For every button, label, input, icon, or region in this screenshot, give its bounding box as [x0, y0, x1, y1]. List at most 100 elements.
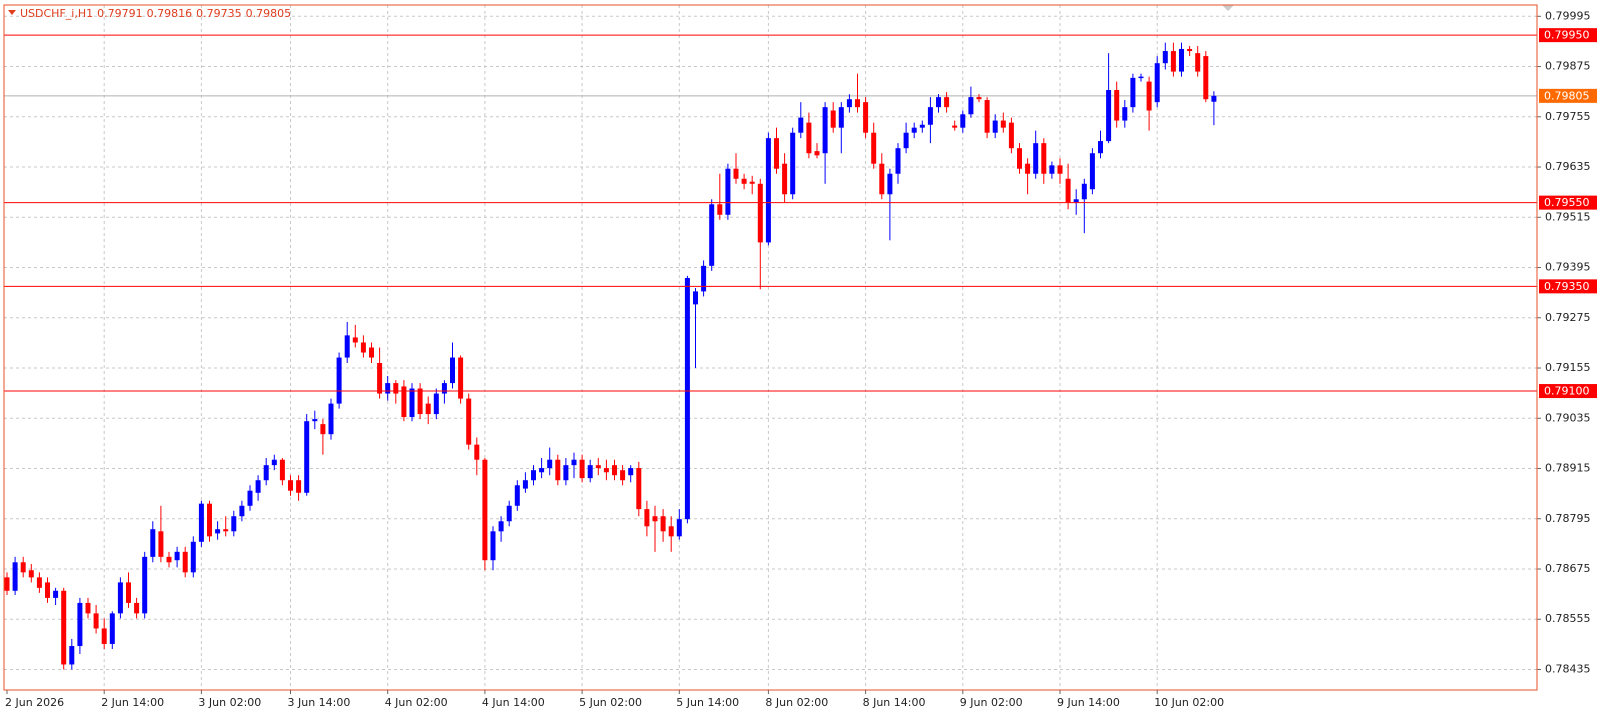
candle-body — [636, 468, 642, 510]
candle-body — [393, 383, 399, 394]
y-tick-label: 0.79515 — [1545, 210, 1591, 223]
candle-body — [944, 97, 950, 108]
candle-body — [28, 570, 34, 578]
x-tick-label: 4 Jun 14:00 — [482, 696, 545, 709]
candle-body — [765, 138, 771, 243]
candle-body — [1017, 148, 1022, 169]
candle-body — [903, 132, 909, 149]
candle-body — [628, 468, 634, 476]
y-tick-label: 0.78435 — [1545, 662, 1591, 675]
candle-body — [603, 468, 609, 473]
candle-body — [320, 424, 326, 435]
candle-body — [223, 529, 229, 532]
candle-body — [1211, 95, 1217, 102]
candle-body — [142, 556, 148, 614]
candle-body — [1122, 107, 1128, 121]
x-tick-label: 8 Jun 02:00 — [765, 696, 828, 709]
candle-body — [595, 465, 601, 469]
x-tick-label: 2 Jun 14:00 — [101, 696, 164, 709]
candle-body — [1170, 51, 1176, 72]
candle-body — [45, 582, 50, 598]
level-tag — [1539, 384, 1597, 399]
candle-body — [676, 519, 682, 537]
candle-body — [992, 120, 998, 133]
candle-body — [336, 357, 342, 404]
candle-body — [385, 383, 391, 394]
candle-body — [1041, 143, 1047, 174]
candle-body — [182, 551, 188, 573]
candle-body — [757, 183, 763, 243]
candle-body — [563, 465, 569, 481]
candle-body — [101, 628, 107, 644]
candle-body — [709, 204, 715, 266]
candle-body — [85, 602, 91, 614]
candle-body — [441, 383, 447, 394]
candle-body — [1098, 141, 1103, 154]
candle-body — [1089, 153, 1095, 190]
current-price-tag — [1539, 88, 1597, 103]
candle-body — [288, 480, 293, 491]
y-tick-label: 0.79995 — [1545, 9, 1591, 22]
level-tag — [1539, 279, 1597, 294]
candle-body — [231, 516, 237, 532]
candle-body — [150, 529, 156, 557]
candle-body — [814, 151, 820, 156]
candle-body — [482, 459, 488, 561]
candle-body — [190, 541, 196, 573]
candle-body — [531, 470, 536, 481]
candle-body — [247, 490, 253, 506]
candle-body — [522, 480, 528, 489]
candle-body — [304, 421, 310, 493]
candle-body — [312, 419, 318, 422]
candle-body — [255, 480, 261, 493]
candle-body — [830, 110, 836, 128]
candle-body — [717, 204, 723, 215]
candle-body — [296, 480, 302, 493]
candle-body — [644, 509, 650, 527]
candle-body — [1025, 163, 1031, 174]
candle-body — [279, 459, 285, 481]
candle-body — [652, 516, 658, 522]
candle-body — [352, 337, 358, 343]
shift-marker — [1222, 5, 1234, 11]
candle-body — [612, 465, 617, 476]
candle-body — [782, 163, 788, 195]
candle-body — [960, 114, 966, 128]
candle-body — [158, 531, 164, 557]
candle-body — [984, 100, 990, 133]
y-tick-label: 0.79275 — [1545, 311, 1591, 324]
y-tick-label: 0.78675 — [1545, 562, 1591, 575]
candle-body — [1203, 56, 1209, 100]
candle-body — [927, 107, 933, 125]
candle-body — [377, 362, 383, 394]
y-tick-label: 0.79875 — [1545, 60, 1591, 73]
candle-body — [1130, 77, 1136, 108]
candle-body — [474, 444, 480, 460]
x-tick-label: 9 Jun 02:00 — [960, 696, 1023, 709]
candle-body — [1106, 89, 1112, 142]
x-tick-label: 4 Jun 02:00 — [385, 696, 448, 709]
x-tick-label: 3 Jun 14:00 — [288, 696, 351, 709]
candle-body — [239, 505, 245, 517]
x-tick-label: 2 Jun 2026 — [5, 696, 64, 709]
candle-body — [61, 590, 67, 665]
candle-body — [466, 398, 472, 445]
level-tag — [1539, 28, 1597, 43]
candle-body — [871, 132, 877, 164]
candle-body — [53, 590, 59, 598]
last-close: 0.79805 — [245, 7, 292, 20]
y-tick-label: 0.79155 — [1545, 361, 1591, 374]
candle-body — [1179, 48, 1184, 72]
candle-body — [660, 516, 666, 532]
candle-body — [887, 173, 893, 195]
candle-body — [774, 138, 779, 169]
candle-body — [1114, 89, 1120, 121]
candle-body — [1081, 183, 1087, 200]
symbol-menu-arrow[interactable] — [8, 10, 16, 15]
y-tick-label: 0.78915 — [1545, 462, 1591, 475]
candle-body — [458, 357, 464, 399]
candle-body — [1138, 76, 1144, 79]
candle-body — [490, 531, 496, 561]
